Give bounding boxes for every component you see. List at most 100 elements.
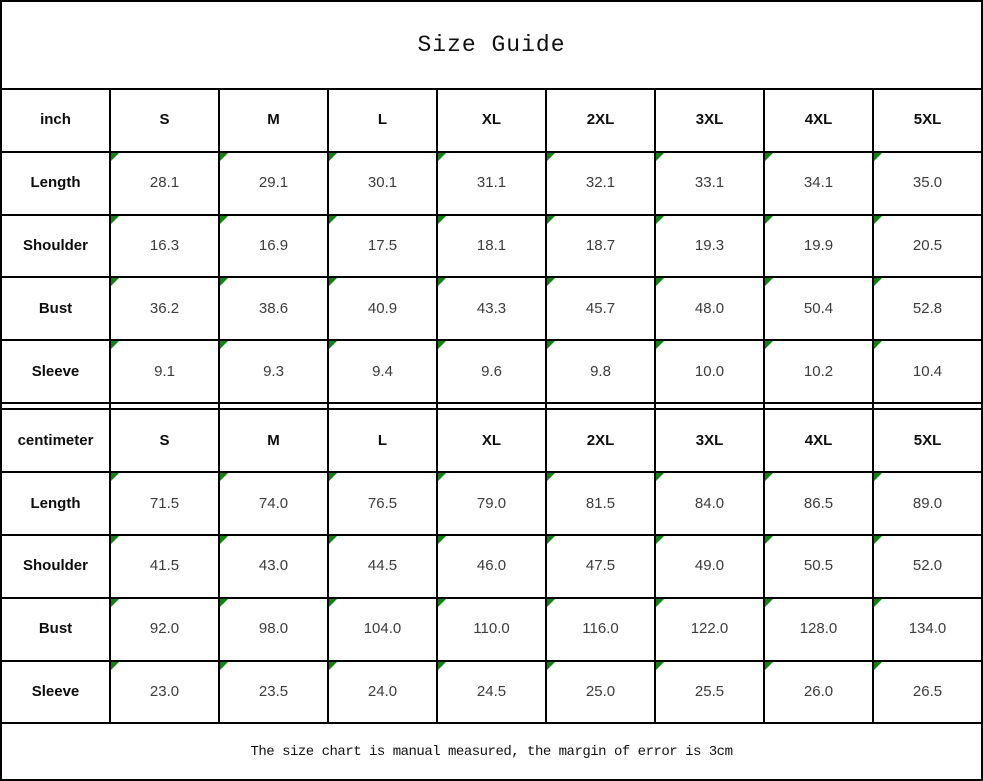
value-cell-text: 43.0 bbox=[258, 557, 289, 575]
value-cell: 45.7 bbox=[545, 276, 656, 342]
value-cell: 17.5 bbox=[327, 213, 438, 279]
unit-header-cell: inch bbox=[0, 87, 111, 153]
value-cell: 9.8 bbox=[545, 339, 656, 404]
value-cell-text: 24.0 bbox=[367, 682, 398, 700]
value-cell: 9.1 bbox=[109, 339, 220, 404]
value-cell: 30.1 bbox=[327, 150, 438, 216]
size-header-cell-text: XL bbox=[481, 111, 502, 129]
empty-cell bbox=[763, 401, 874, 411]
size-header-cell-text: 3XL bbox=[695, 431, 724, 449]
size-header-cell: S bbox=[109, 87, 220, 153]
value-cell-text: 104.0 bbox=[363, 620, 402, 638]
value-cell-text: 36.2 bbox=[149, 299, 180, 317]
value-cell: 31.1 bbox=[436, 150, 547, 216]
value-cell-text: 41.5 bbox=[149, 557, 180, 575]
size-header-cell: 4XL bbox=[763, 408, 874, 474]
green-triangle-icon bbox=[221, 216, 228, 224]
value-cell: 9.3 bbox=[218, 339, 329, 404]
value-cell-text: 44.5 bbox=[367, 557, 398, 575]
value-cell-text: 81.5 bbox=[585, 494, 616, 512]
value-cell: 48.0 bbox=[654, 276, 765, 342]
green-triangle-icon bbox=[875, 216, 882, 224]
value-cell: 35.0 bbox=[872, 150, 983, 216]
value-cell: 84.0 bbox=[654, 471, 765, 536]
value-cell: 25.5 bbox=[654, 659, 765, 725]
value-cell-text: 52.0 bbox=[912, 557, 943, 575]
green-triangle-icon bbox=[875, 342, 882, 350]
empty-cell bbox=[0, 401, 111, 411]
value-cell-text: 24.5 bbox=[476, 682, 507, 700]
green-triangle-icon bbox=[548, 342, 555, 350]
value-cell-text: 17.5 bbox=[367, 236, 398, 254]
value-cell: 71.5 bbox=[109, 471, 220, 536]
value-cell-text: 33.1 bbox=[694, 174, 725, 192]
size-header-cell-text: 4XL bbox=[804, 111, 833, 129]
value-cell: 79.0 bbox=[436, 471, 547, 536]
value-cell-text: 10.2 bbox=[803, 362, 834, 380]
value-cell-text: 19.3 bbox=[694, 236, 725, 254]
value-cell: 128.0 bbox=[763, 596, 874, 662]
green-triangle-icon bbox=[766, 599, 773, 607]
value-cell-text: 71.5 bbox=[149, 494, 180, 512]
value-cell: 74.0 bbox=[218, 471, 329, 536]
green-triangle-icon bbox=[657, 474, 664, 482]
size-header-cell: M bbox=[218, 87, 329, 153]
green-triangle-icon bbox=[330, 153, 337, 161]
green-triangle-icon bbox=[439, 216, 446, 224]
unit-header-cell: centimeter bbox=[0, 408, 111, 474]
value-cell: 19.3 bbox=[654, 213, 765, 279]
empty-cell bbox=[436, 401, 547, 411]
value-cell: 44.5 bbox=[327, 533, 438, 599]
value-cell: 23.0 bbox=[109, 659, 220, 725]
row-label-cell: Length bbox=[0, 471, 111, 536]
green-triangle-icon bbox=[112, 279, 119, 287]
green-triangle-icon bbox=[439, 474, 446, 482]
value-cell-text: 31.1 bbox=[476, 174, 507, 192]
green-triangle-icon bbox=[766, 153, 773, 161]
value-cell-text: 49.0 bbox=[694, 557, 725, 575]
green-triangle-icon bbox=[766, 474, 773, 482]
value-cell: 18.7 bbox=[545, 213, 656, 279]
size-header-cell: 2XL bbox=[545, 87, 656, 153]
green-triangle-icon bbox=[221, 153, 228, 161]
value-cell-text: 26.0 bbox=[803, 682, 834, 700]
value-cell-text: 18.7 bbox=[585, 236, 616, 254]
green-triangle-icon bbox=[875, 536, 882, 544]
value-cell: 26.0 bbox=[763, 659, 874, 725]
size-header-cell-text: M bbox=[267, 111, 280, 129]
green-triangle-icon bbox=[657, 342, 664, 350]
green-triangle-icon bbox=[330, 342, 337, 350]
value-cell: 76.5 bbox=[327, 471, 438, 536]
value-cell-text: 29.1 bbox=[258, 174, 289, 192]
size-header-cell-text: 5XL bbox=[913, 431, 942, 449]
green-triangle-icon bbox=[875, 662, 882, 670]
value-cell: 40.9 bbox=[327, 276, 438, 342]
green-triangle-icon bbox=[112, 662, 119, 670]
value-cell-text: 10.0 bbox=[694, 362, 725, 380]
green-triangle-icon bbox=[221, 536, 228, 544]
value-cell-text: 98.0 bbox=[258, 620, 289, 638]
green-triangle-icon bbox=[330, 216, 337, 224]
value-cell: 33.1 bbox=[654, 150, 765, 216]
page-title: Size Guide bbox=[0, 0, 983, 90]
value-cell-text: 9.4 bbox=[372, 362, 393, 380]
size-header-cell-text: XL bbox=[481, 431, 502, 449]
green-triangle-icon bbox=[548, 599, 555, 607]
value-cell: 23.5 bbox=[218, 659, 329, 725]
green-triangle-icon bbox=[875, 153, 882, 161]
value-cell: 9.6 bbox=[436, 339, 547, 404]
value-cell-text: 30.1 bbox=[367, 174, 398, 192]
value-cell-text: 23.5 bbox=[258, 682, 289, 700]
value-cell-text: 25.5 bbox=[694, 682, 725, 700]
green-triangle-icon bbox=[112, 599, 119, 607]
green-triangle-icon bbox=[112, 342, 119, 350]
size-header-cell: XL bbox=[436, 408, 547, 474]
row-label-cell-text: Sleeve bbox=[31, 362, 80, 380]
green-triangle-icon bbox=[766, 216, 773, 224]
green-triangle-icon bbox=[112, 216, 119, 224]
green-triangle-icon bbox=[548, 474, 555, 482]
value-cell: 19.9 bbox=[763, 213, 874, 279]
value-cell-text: 38.6 bbox=[258, 299, 289, 317]
size-header-cell-text: L bbox=[377, 111, 388, 129]
